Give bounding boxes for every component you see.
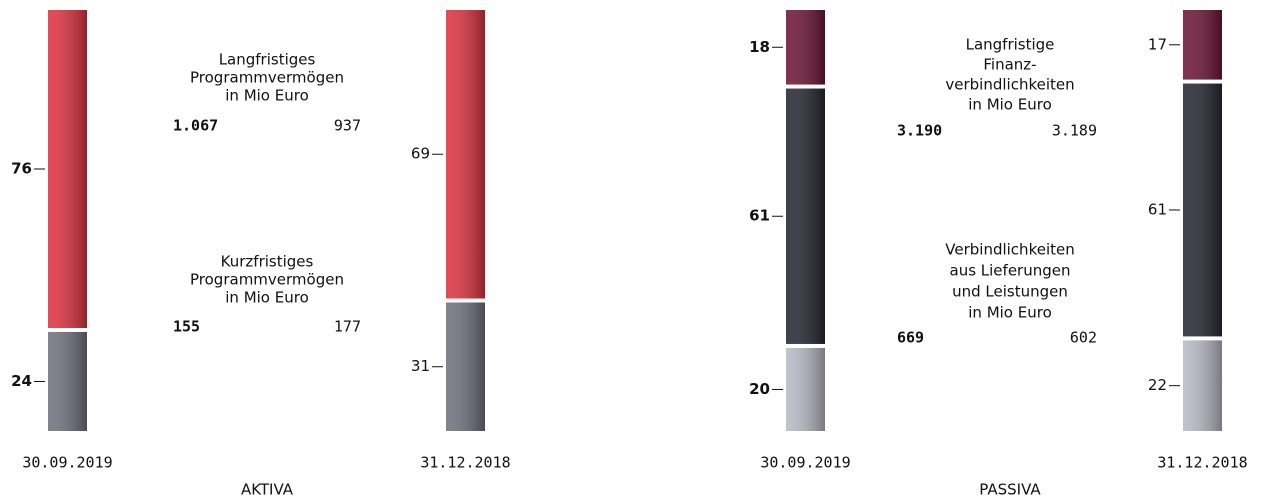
bar-shade [786,88,825,344]
date-label: 30.09.2019 [22,454,112,472]
series-name: in Mio Euro [225,289,309,307]
amount: 1.067 [173,117,218,135]
series-name: Langfristiges [219,51,316,69]
segment-label: 24 [11,372,32,390]
segment-label: 22 [1148,376,1167,394]
series-name: Finanz- [983,56,1036,74]
series-name: Kurzfristiges [221,253,314,271]
amount: 177 [334,318,361,336]
series-name: in Mio Euro [225,87,309,105]
bar-shade [786,10,825,85]
date-label: 31.12.2018 [420,454,510,472]
segment-label: 17 [1148,35,1167,53]
series-name: aus Lieferungen [950,262,1071,280]
bar-shade [446,10,485,299]
bar-shade [1183,340,1222,431]
panel-title: AKTIVA [241,481,294,499]
amount: 669 [897,329,924,347]
series-name: Langfristige [966,36,1055,54]
series-name: Verbindlichkeiten [945,241,1074,259]
amount: 602 [1070,329,1097,347]
date-label: 30.09.2019 [760,454,850,472]
segment-label: 69 [411,145,430,163]
amount: 155 [173,318,200,336]
series-name: in Mio Euro [968,304,1052,322]
bar-shade [1183,83,1222,337]
bar-shade [48,331,87,431]
date-label: 31.12.2018 [1157,454,1247,472]
series-name: in Mio Euro [968,96,1052,114]
bar-shade [1183,10,1222,80]
amount: 3.190 [897,122,942,140]
series-name: Programmvermögen [190,69,344,87]
segment-label: 61 [749,207,770,225]
segment-label: 18 [749,38,770,56]
bar-shade [446,302,485,431]
series-name: verbindlichkeiten [945,76,1074,94]
series-name: Programmvermögen [190,271,344,289]
segment-label: 61 [1148,200,1167,218]
amount: 937 [334,117,361,135]
panel-title: PASSIVA [979,481,1041,499]
segment-label: 20 [749,380,770,398]
amount: 3.189 [1052,122,1097,140]
bar-shade [48,10,87,328]
segment-label: 31 [411,357,430,375]
series-name: und Leistungen [952,283,1068,301]
bar-shade [786,347,825,431]
segment-label: 76 [11,159,32,177]
